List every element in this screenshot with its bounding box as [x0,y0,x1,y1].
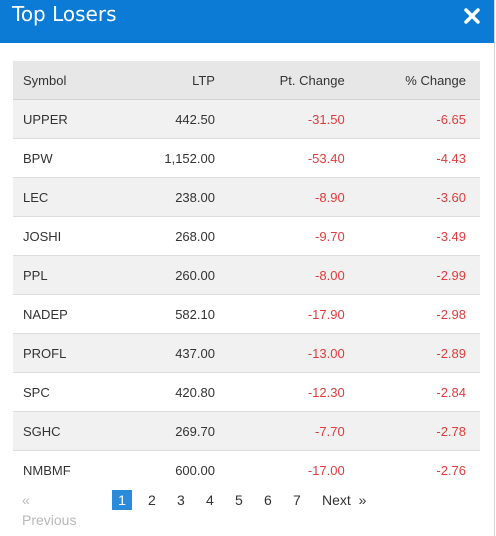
column-header-symbol[interactable]: Symbol [13,61,118,100]
cell-pt-change: -31.50 [216,99,347,139]
cell-pt-change: -17.90 [216,294,347,334]
cell-pct-change: -3.49 [346,216,480,256]
cell-pt-change: -17.00 [216,450,347,489]
page-2-button[interactable]: 2 [148,492,156,508]
cell-ltp: 268.00 [117,216,217,256]
table-row: SPC 420.80 -12.30 -2.84 [13,372,480,412]
close-icon[interactable] [462,6,482,26]
table-row: JOSHI 268.00 -9.70 -3.49 [13,216,480,256]
table-row: BPW 1,152.00 -53.40 -4.43 [13,138,480,178]
next-page-button[interactable]: Next » [322,492,367,508]
page-5-button[interactable]: 5 [235,492,243,508]
cell-symbol[interactable]: JOSHI [13,216,118,256]
cell-ltp: 260.00 [117,255,217,295]
cell-symbol[interactable]: NADEP [13,294,118,334]
previous-page-button[interactable]: « Previous [22,492,77,528]
cell-symbol[interactable]: UPPER [13,99,118,139]
cell-ltp: 420.80 [117,372,217,412]
cell-ltp: 442.50 [117,99,217,139]
cell-pct-change: -4.43 [346,138,480,178]
cell-symbol[interactable]: SPC [13,372,118,412]
page-1-button[interactable]: 1 [112,490,132,510]
cell-pt-change: -12.30 [216,372,347,412]
cell-ltp: 269.70 [117,411,217,451]
cell-pct-change: -2.89 [346,333,480,373]
cell-pt-change: -8.90 [216,177,347,217]
cell-symbol[interactable]: BPW [13,138,118,178]
cell-ltp: 582.10 [117,294,217,334]
cell-symbol[interactable]: PPL [13,255,118,295]
cell-pt-change: -53.40 [216,138,347,178]
cell-pct-change: -2.78 [346,411,480,451]
table-row: LEC 238.00 -8.90 -3.60 [13,177,480,217]
table-row: SGHC 269.70 -7.70 -2.78 [13,411,480,451]
cell-pct-change: -3.60 [346,177,480,217]
page-6-button[interactable]: 6 [264,492,272,508]
losers-table: Symbol LTP Pt. Change % Change UPPER 442… [13,61,480,489]
cell-pt-change: -7.70 [216,411,347,451]
losers-table-container: Symbol LTP Pt. Change % Change UPPER 442… [13,61,480,489]
cell-ltp: 437.00 [117,333,217,373]
table-row: NADEP 582.10 -17.90 -2.98 [13,294,480,334]
cell-symbol[interactable]: SGHC [13,411,118,451]
table-header-row: Symbol LTP Pt. Change % Change [13,61,480,100]
cell-pct-change: -2.76 [346,450,480,489]
modal-header: Top Losers [0,0,494,43]
page-3-button[interactable]: 3 [177,492,185,508]
cell-pt-change: -8.00 [216,255,347,295]
cell-pt-change: -13.00 [216,333,347,373]
cell-ltp: 238.00 [117,177,217,217]
cell-pct-change: -2.99 [346,255,480,295]
modal-title: Top Losers [12,2,117,26]
cell-symbol[interactable]: LEC [13,177,118,217]
cell-pct-change: -6.65 [346,99,480,139]
cell-pct-change: -2.84 [346,372,480,412]
column-header-pt-change[interactable]: Pt. Change [216,61,347,100]
table-row: NMBMF 600.00 -17.00 -2.76 [13,450,480,489]
page-4-button[interactable]: 4 [206,492,214,508]
table-row: PROFL 437.00 -13.00 -2.89 [13,333,480,373]
cell-pct-change: -2.98 [346,294,480,334]
table-row: UPPER 442.50 -31.50 -6.65 [13,99,480,139]
page-7-button[interactable]: 7 [293,492,301,508]
cell-pt-change: -9.70 [216,216,347,256]
cell-ltp: 1,152.00 [117,138,217,178]
table-row: PPL 260.00 -8.00 -2.99 [13,255,480,295]
cell-ltp: 600.00 [117,450,217,489]
column-header-pct-change[interactable]: % Change [346,61,480,100]
column-header-ltp[interactable]: LTP [117,61,217,100]
cell-symbol[interactable]: NMBMF [13,450,118,489]
cell-symbol[interactable]: PROFL [13,333,118,373]
